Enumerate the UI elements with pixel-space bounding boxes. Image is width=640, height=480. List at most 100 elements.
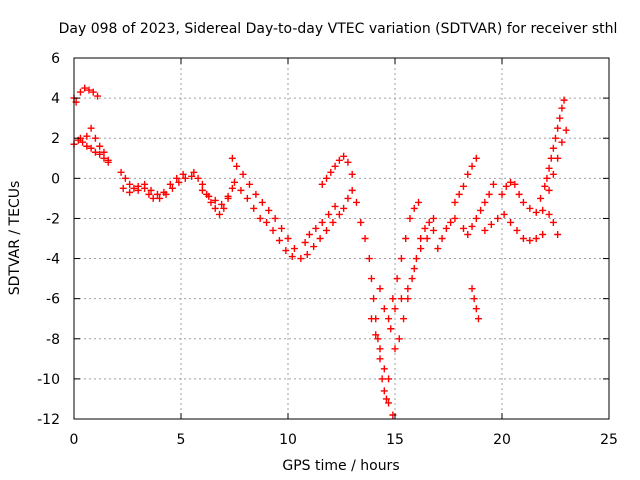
data-point	[470, 295, 478, 303]
data-point	[397, 295, 405, 303]
data-point	[507, 178, 515, 186]
data-point	[231, 178, 238, 186]
data-point	[329, 218, 337, 226]
data-point	[87, 124, 95, 132]
data-point	[380, 305, 388, 313]
data-point	[216, 210, 224, 218]
data-point	[312, 224, 320, 232]
y-tick-label: 0	[51, 171, 60, 187]
y-axis-label: SDTVAR / TECUs	[7, 181, 23, 296]
data-point	[83, 142, 91, 150]
data-point	[126, 188, 134, 196]
data-point	[288, 253, 296, 261]
data-point	[344, 194, 352, 202]
data-point	[119, 184, 127, 192]
data-point	[166, 180, 174, 188]
data-point	[91, 134, 99, 142]
data-point	[442, 224, 450, 232]
data-point	[87, 144, 95, 152]
data-point	[198, 180, 206, 188]
data-point	[382, 395, 390, 403]
x-tick-label: 15	[386, 432, 404, 448]
data-point	[218, 200, 226, 208]
data-point	[519, 235, 527, 242]
data-point	[387, 325, 395, 333]
data-point	[391, 305, 399, 313]
data-point	[434, 245, 442, 253]
data-point	[526, 204, 534, 212]
data-point	[438, 235, 446, 242]
data-point	[459, 182, 467, 190]
chart-title: Day 098 of 2023, Sidereal Day-to-day VTE…	[59, 21, 618, 37]
grid	[74, 58, 609, 419]
data-point	[474, 315, 482, 323]
data-point	[526, 237, 534, 245]
data-point	[464, 170, 472, 178]
data-point	[423, 235, 431, 242]
data-point	[393, 275, 401, 283]
data-point	[385, 315, 393, 323]
data-point	[391, 345, 399, 353]
data-point	[126, 180, 134, 188]
data-point	[562, 126, 570, 134]
data-point	[477, 206, 485, 214]
x-tick-label: 20	[493, 432, 511, 448]
data-point	[323, 226, 331, 234]
data-point	[556, 114, 564, 122]
data-point	[498, 190, 506, 198]
data-point	[94, 92, 102, 100]
data-point	[220, 204, 228, 212]
data-point	[168, 184, 176, 192]
data-point	[406, 214, 414, 222]
data-point	[378, 375, 386, 383]
data-point	[130, 184, 138, 192]
data-point	[537, 194, 545, 202]
data-point	[318, 218, 326, 226]
data-point	[380, 365, 388, 373]
data-point	[494, 214, 502, 222]
data-point	[117, 168, 125, 176]
y-tick-label: -4	[46, 252, 60, 268]
data-point	[417, 235, 425, 242]
data-point	[367, 315, 375, 323]
data-point	[290, 245, 298, 253]
data-point	[263, 218, 271, 226]
y-tick-label: -12	[37, 412, 60, 428]
data-point	[303, 251, 311, 259]
data-point	[385, 375, 393, 383]
y-tick-label: 4	[51, 91, 60, 107]
data-point	[194, 174, 202, 182]
data-point	[558, 138, 566, 146]
data-point	[327, 168, 335, 176]
data-point	[468, 285, 476, 293]
data-point	[554, 124, 562, 132]
data-point	[91, 148, 99, 156]
data-point	[305, 230, 313, 238]
data-point	[472, 214, 480, 222]
data-point	[282, 247, 290, 255]
data-points	[70, 84, 570, 419]
data-point	[532, 235, 540, 242]
data-point	[430, 226, 438, 234]
data-point	[228, 154, 236, 162]
data-point	[340, 152, 348, 160]
data-point	[417, 245, 425, 253]
data-point	[361, 235, 369, 242]
data-point	[160, 188, 168, 196]
data-point	[211, 196, 219, 204]
data-point	[402, 235, 410, 242]
data-point	[481, 198, 489, 206]
data-point	[89, 88, 97, 96]
data-point	[134, 186, 142, 194]
data-point	[539, 206, 547, 214]
data-point	[147, 186, 155, 194]
data-point	[252, 190, 260, 198]
data-point	[374, 335, 382, 343]
data-point	[250, 204, 258, 212]
data-point	[153, 190, 161, 198]
data-point	[149, 194, 157, 202]
data-point	[205, 192, 213, 200]
data-point	[455, 190, 463, 198]
plot-frame	[73, 57, 610, 420]
data-point	[211, 204, 219, 212]
